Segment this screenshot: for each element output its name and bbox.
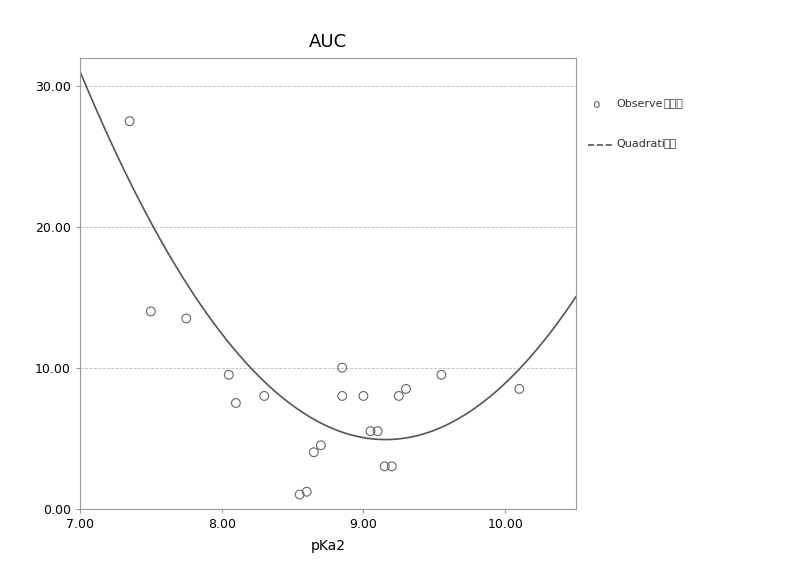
Text: 二次: 二次 [664,139,678,150]
Text: 已预测: 已预测 [664,99,684,109]
Point [300,487,313,497]
Point [258,391,270,401]
Point [357,391,370,401]
Text: o: o [592,98,600,110]
Point [123,117,136,126]
Point [307,447,320,457]
Point [180,314,193,323]
Text: Observe: Observe [616,99,662,109]
Point [314,440,327,450]
Point [145,307,158,316]
Point [393,391,406,401]
Point [513,384,526,394]
Point [230,398,242,407]
Point [294,490,306,499]
Text: Quadrati: Quadrati [616,139,665,150]
Point [222,370,235,379]
Title: AUC: AUC [309,33,347,51]
Point [378,462,391,471]
Point [399,384,412,394]
Point [386,462,398,471]
Point [336,391,349,401]
Point [371,427,384,436]
Point [435,370,448,379]
Point [336,363,349,372]
X-axis label: pKa2: pKa2 [310,539,346,553]
Point [364,427,377,436]
